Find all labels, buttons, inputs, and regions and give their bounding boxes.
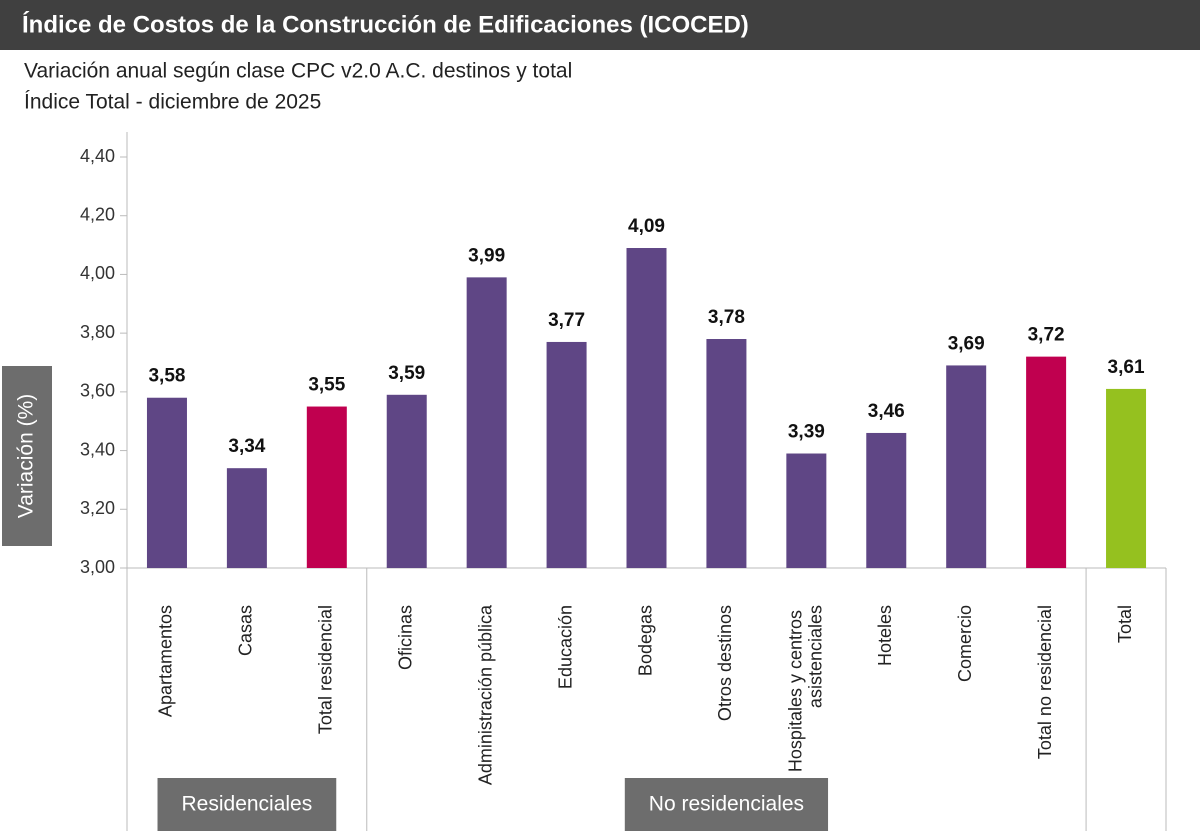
y-tick-label: 3,20 <box>80 498 115 518</box>
group-label-box <box>157 778 337 831</box>
value-label: 3,55 <box>308 375 345 396</box>
bar <box>226 468 267 568</box>
value-label: 3,77 <box>548 310 585 331</box>
subtitle: Índice Total - diciembre de 2025 <box>24 91 321 114</box>
y-tick-label: 3,40 <box>80 439 115 459</box>
value-label: 3,69 <box>948 333 985 354</box>
x-tick-label: Comercio <box>955 605 975 682</box>
value-label: 4,09 <box>628 216 665 237</box>
x-tick-label: Apartamentos <box>156 605 176 717</box>
x-tick-label: Casas <box>236 605 256 656</box>
value-label: 3,46 <box>868 401 905 422</box>
value-label: 3,61 <box>1108 357 1145 378</box>
group-label: No residenciales <box>649 793 804 816</box>
x-tick-label: Hoteles <box>875 605 895 666</box>
value-label: 3,58 <box>148 366 185 387</box>
subtitle: Variación anual según clase CPC v2.0 A.C… <box>24 60 572 83</box>
value-label: 3,99 <box>468 245 505 266</box>
title-bar <box>0 0 1200 50</box>
bar <box>786 453 827 568</box>
bar <box>1106 388 1147 568</box>
x-tick-label: Administración pública <box>475 604 495 785</box>
bar <box>146 397 187 568</box>
y-tick-label: 4,20 <box>80 204 115 224</box>
y-tick-label: 4,00 <box>80 263 115 283</box>
y-tick-label: 3,00 <box>80 557 115 577</box>
bar <box>466 277 507 568</box>
x-tick-label: Total <box>1115 605 1135 643</box>
value-label: 3,34 <box>228 436 265 457</box>
x-tick-label: Bodegas <box>635 605 655 676</box>
bar <box>706 339 747 568</box>
y-tick-label: 4,40 <box>80 146 115 166</box>
x-tick-label: Total residencial <box>316 605 336 734</box>
bar <box>866 432 907 568</box>
y-tick-label: 3,80 <box>80 322 115 342</box>
value-label: 3,72 <box>1028 325 1065 346</box>
bar <box>386 394 427 568</box>
bar <box>1026 356 1067 568</box>
chart-title: Índice de Costos de la Construcción de E… <box>22 10 749 38</box>
group-label: Residenciales <box>182 793 313 816</box>
bar <box>946 365 987 568</box>
x-tick-label: Otros destinos <box>715 605 735 721</box>
y-label-box <box>2 366 52 546</box>
group-label-box <box>624 778 829 831</box>
value-label: 3,78 <box>708 307 745 328</box>
x-tick-label: Oficinas <box>395 605 415 670</box>
x-tick-label: Hospitales y centros asistenciales <box>785 605 825 772</box>
value-label: 3,59 <box>388 363 425 384</box>
bar <box>626 248 667 568</box>
y-tick-label: 3,60 <box>80 381 115 401</box>
value-label: 3,39 <box>788 422 825 443</box>
x-tick-label: Educación <box>555 605 575 689</box>
bar <box>546 341 587 568</box>
bar <box>306 406 347 568</box>
x-tick-label: Total no residencial <box>1035 605 1055 759</box>
y-axis-label: Variación (%) <box>15 394 38 518</box>
